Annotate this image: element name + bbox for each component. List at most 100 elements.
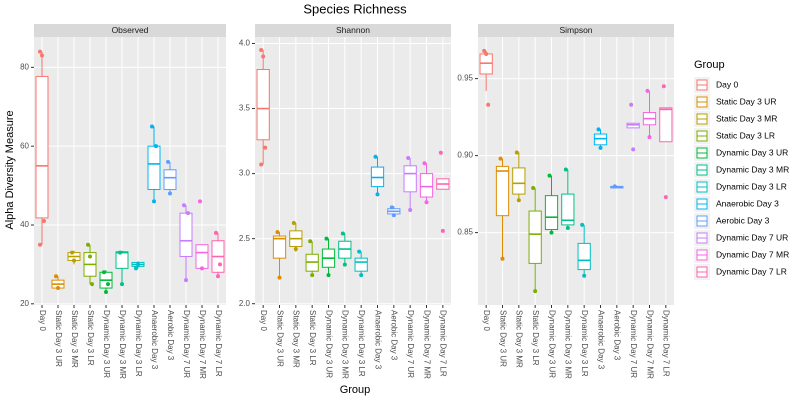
point: [259, 48, 264, 53]
point: [166, 159, 170, 164]
legend-label: Dynamic Day 7 UR: [716, 232, 788, 242]
y-tick-label: 3.0: [239, 169, 251, 178]
point: [498, 156, 503, 161]
chart-title: Species Richness: [303, 1, 407, 16]
x-tick-label: Static Day 3 MR: [515, 310, 524, 368]
box: [163, 169, 177, 191]
point: [54, 274, 58, 279]
x-tick-label: Dynamic Day 3 UR: [102, 310, 111, 378]
point: [631, 147, 636, 152]
point: [152, 199, 156, 204]
x-tick-label: Static Day 3 UR: [54, 310, 63, 367]
point: [391, 213, 396, 218]
point: [90, 282, 94, 287]
point: [326, 273, 331, 278]
x-tick-label: Dynamic Day 7 MR: [422, 310, 431, 379]
point: [482, 48, 487, 53]
point: [72, 258, 76, 263]
point: [200, 266, 204, 271]
point: [293, 247, 298, 252]
x-tick-label: Aerobic Day 3: [613, 310, 622, 361]
strip: [255, 24, 451, 37]
y-tick-label: 4.0: [239, 39, 251, 48]
x-axis-title: Group: [340, 384, 371, 396]
point: [218, 262, 222, 267]
point: [438, 150, 443, 155]
strip-label: Shannon: [336, 25, 370, 35]
legend-label: Dynamic Day 3 MR: [716, 164, 789, 174]
point: [375, 192, 380, 197]
point: [70, 250, 74, 255]
panel-background: [478, 37, 674, 305]
point: [598, 145, 603, 150]
legend-label: Anaerobic Day 3: [716, 198, 779, 208]
point: [102, 270, 106, 275]
x-tick-label: Anaerobic Day 3: [150, 310, 159, 370]
point: [150, 124, 154, 129]
panel-background: [255, 37, 451, 305]
point: [406, 155, 411, 160]
y-tick-label: 3.5: [239, 104, 251, 113]
point: [531, 185, 536, 190]
point: [389, 205, 394, 210]
x-tick-label: Static Day 3 LR: [86, 310, 95, 366]
x-tick-label: Anaerobic Day 3: [373, 310, 382, 370]
point: [214, 230, 218, 235]
legend-title: Group: [694, 59, 725, 71]
point: [56, 286, 60, 291]
x-tick-label: Static Day 3 MR: [292, 310, 301, 368]
x-tick-label: Aerobic Day 3: [390, 310, 399, 361]
point: [277, 275, 282, 280]
point: [324, 236, 329, 241]
point: [120, 282, 124, 287]
box: [147, 145, 161, 191]
legend-label: Dynamic Day 3 LR: [716, 181, 787, 191]
point: [168, 191, 172, 196]
point: [186, 211, 190, 216]
x-tick-label: Dynamic Day 3 UR: [324, 310, 333, 378]
point: [263, 145, 268, 150]
point: [259, 162, 264, 167]
box: [495, 165, 510, 217]
point: [38, 242, 42, 247]
point: [104, 289, 108, 294]
x-tick-label: Dynamic Day 7 LR: [214, 310, 223, 377]
x-tick-label: Day 0: [482, 310, 491, 331]
box: [577, 242, 591, 271]
x-tick-label: Dynamic Day 3 LR: [134, 310, 143, 377]
x-tick-label: Static Day 3 UR: [275, 310, 284, 367]
box: [354, 257, 368, 272]
point: [533, 289, 538, 294]
x-tick-label: Dynamic Day 3 MR: [341, 310, 350, 379]
point: [357, 249, 362, 254]
point: [484, 51, 489, 56]
point: [40, 53, 44, 58]
box: [195, 244, 209, 269]
y-tick-label: 0.90: [457, 151, 473, 160]
point: [547, 173, 552, 178]
point: [612, 184, 617, 189]
box: [512, 167, 526, 195]
y-tick-label: 20: [20, 299, 29, 308]
point: [629, 102, 634, 107]
legend-label: Static Day 3 LR: [716, 130, 775, 140]
x-tick-label: Static Day 3 UR: [498, 310, 507, 367]
y-tick-label: 0.85: [457, 228, 473, 237]
x-tick-label: Anaerobic Day 3: [596, 310, 605, 370]
point: [275, 230, 280, 235]
point: [310, 273, 315, 278]
x-tick-label: Static Day 3 LR: [308, 310, 317, 366]
box: [179, 212, 193, 258]
point: [216, 274, 220, 279]
y-tick-label: 80: [20, 62, 29, 71]
x-tick-label: Dynamic Day 7 UR: [629, 310, 638, 378]
point: [291, 221, 296, 226]
x-tick-label: Static Day 3 MR: [70, 310, 79, 368]
point: [582, 273, 587, 278]
x-tick-label: Dynamic Day 3 LR: [357, 310, 366, 377]
y-axis-title: Alpha Diversity Measure: [4, 110, 16, 229]
y-tick-label: 40: [20, 220, 29, 229]
point: [261, 54, 266, 59]
point: [424, 200, 429, 205]
